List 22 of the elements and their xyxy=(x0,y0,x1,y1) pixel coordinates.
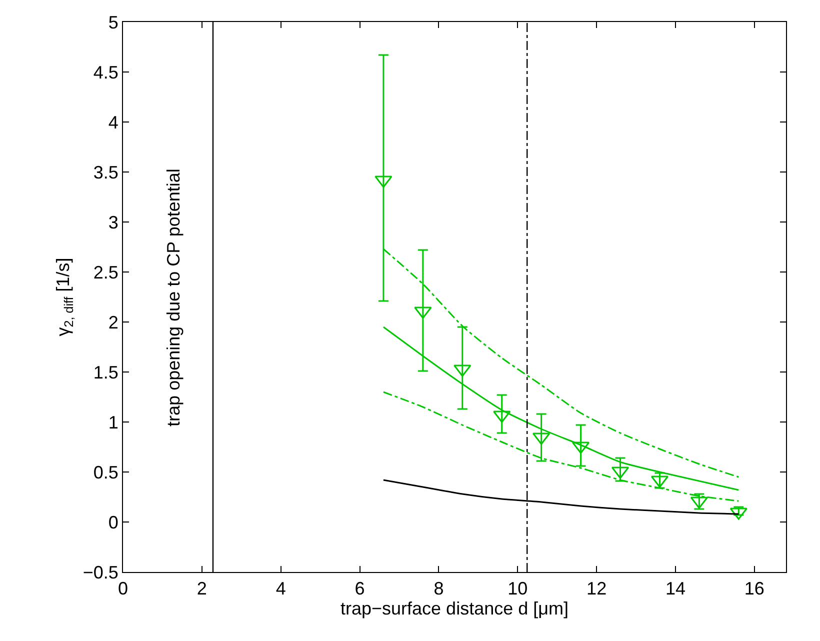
y-tick-label: 0.5 xyxy=(93,462,118,482)
x-tick-label: 4 xyxy=(276,578,286,599)
y-tick-label: 2.5 xyxy=(93,262,118,282)
x-tick-label: 12 xyxy=(586,578,607,599)
y-tick-label: 5 xyxy=(108,12,118,32)
y-tick-label: 3 xyxy=(108,212,118,232)
y-tick-label: 2 xyxy=(108,312,118,332)
y-tick-label: 3.5 xyxy=(93,162,118,182)
y-tick-label: 1 xyxy=(108,412,118,432)
y-tick-label: 1.5 xyxy=(93,362,118,382)
y-tick-label: 4.5 xyxy=(93,62,118,82)
y-tick-label: 0 xyxy=(108,512,118,532)
x-axis-title: trap−surface distance d [μm] xyxy=(340,598,568,619)
x-tick-label: 16 xyxy=(744,578,764,599)
x-tick-label: 14 xyxy=(665,578,686,599)
y-tick-label: 4 xyxy=(108,112,118,132)
x-tick-label: 10 xyxy=(508,578,528,599)
x-tick-label: 8 xyxy=(434,578,444,599)
y-tick-label: −0.5 xyxy=(82,562,118,582)
x-tick-label: 6 xyxy=(354,578,365,599)
x-tick-label: 2 xyxy=(196,578,207,599)
annotation: trap opening due to CP potential xyxy=(163,168,184,426)
